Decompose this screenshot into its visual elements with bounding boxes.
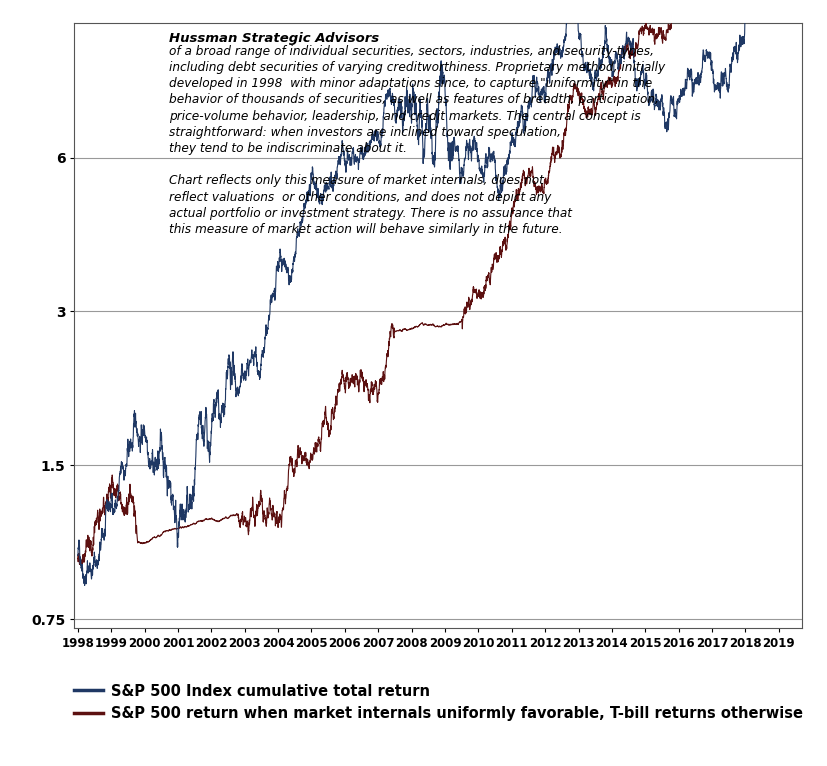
Legend: S&P 500 Index cumulative total return, S&P 500 return when market internals unif: S&P 500 Index cumulative total return, S… — [69, 678, 808, 727]
Text: of a broad range of individual securities, sectors, industries, and security-typ: of a broad range of individual securitie… — [169, 44, 665, 236]
Text: Hussman Strategic Advisors: Hussman Strategic Advisors — [169, 32, 379, 45]
